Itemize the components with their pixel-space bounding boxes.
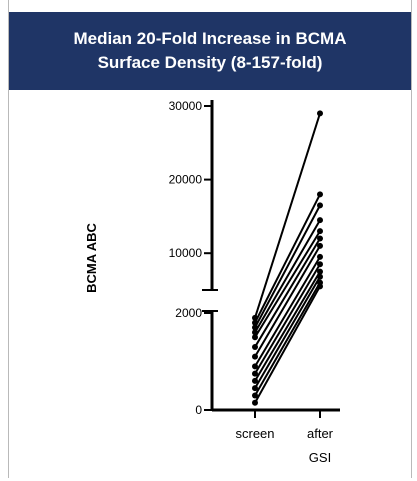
point-after-gsi-3 <box>317 217 323 224</box>
series-line-1 <box>254 193 321 324</box>
point-screen-6 <box>252 353 258 360</box>
point-after-gsi-6 <box>317 242 323 249</box>
series-line-6 <box>254 245 321 358</box>
point-after-gsi-8 <box>317 261 323 268</box>
x-tick-label-after-gsi-line-2: GSI <box>309 450 331 465</box>
y-axis-label: BCMA ABC <box>84 222 99 292</box>
point-after-gsi-0 <box>317 110 323 117</box>
y-tick-label-10000: 10000 <box>169 246 203 260</box>
chart-title-line-1: Median 20-Fold Increase in BCMA <box>73 29 347 48</box>
chart-axes <box>202 100 340 418</box>
point-screen-8 <box>252 370 258 377</box>
y-tick-label-0: 0 <box>195 403 202 417</box>
y-tick-label-30000: 30000 <box>169 99 203 113</box>
point-screen-5 <box>252 343 258 350</box>
series-line-11 <box>254 282 321 396</box>
chart-title-line-2: Surface Density (8-157-fold) <box>97 53 323 72</box>
series-line-0 <box>254 113 321 319</box>
chart-labels: 0 2000 10000 20000 30000 screen after GSI BCMA A… <box>84 99 334 465</box>
point-after-gsi-12 <box>317 283 323 290</box>
point-screen-11 <box>252 392 258 399</box>
series-line-8 <box>254 263 321 375</box>
point-after-gsi-7 <box>317 253 323 260</box>
series-line-5 <box>254 237 321 348</box>
series-line-7 <box>254 256 321 367</box>
series-line-4 <box>254 230 321 338</box>
y-tick-label-20000: 20000 <box>169 173 203 187</box>
point-after-gsi-2 <box>317 202 323 209</box>
series-line-10 <box>254 276 321 389</box>
point-after-gsi-9 <box>317 268 323 275</box>
point-after-gsi-10 <box>317 273 323 280</box>
point-screen-7 <box>252 363 258 370</box>
point-after-gsi-1 <box>317 191 323 198</box>
figure-panel: Median 20-Fold Increase in BCMA Surface … <box>8 0 412 478</box>
x-tick-label-after-gsi: after GSI <box>307 426 334 465</box>
series-line-3 <box>254 219 321 333</box>
x-tick-label-after-gsi-line-1: after <box>307 426 334 441</box>
series-line-9 <box>254 271 321 382</box>
chart-marks <box>252 110 323 406</box>
point-screen-9 <box>252 377 258 384</box>
x-tick-label-screen: screen <box>235 426 274 441</box>
chart-title: Median 20-Fold Increase in BCMA Surface … <box>9 12 411 90</box>
point-after-gsi-4 <box>317 228 323 235</box>
series-line-12 <box>254 285 321 404</box>
point-screen-12 <box>252 399 258 406</box>
point-after-gsi-5 <box>317 235 323 242</box>
series-line-2 <box>254 204 321 329</box>
point-screen-4 <box>252 334 258 341</box>
y-tick-label-2000: 2000 <box>175 306 202 320</box>
point-screen-10 <box>252 385 258 392</box>
